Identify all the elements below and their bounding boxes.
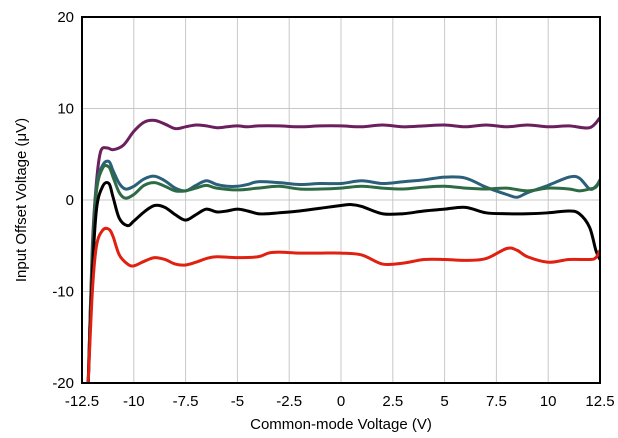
y-tick-label: -20 [52, 375, 74, 392]
x-tick-label: 5 [440, 393, 448, 410]
x-tick-label: -10 [123, 393, 145, 410]
x-tick-label: -7.5 [173, 393, 199, 410]
series-line-2 [86, 159, 600, 383]
series-line-5 [86, 226, 600, 383]
series-line-3 [86, 163, 600, 383]
x-tick-label: -12.5 [65, 393, 99, 410]
y-axis-label: Input Offset Voltage (μV) [13, 118, 30, 282]
y-tick-label: 10 [57, 101, 74, 118]
y-tick-label: -10 [52, 284, 74, 301]
series-line-1 [86, 116, 600, 383]
x-tick-label: 2.5 [382, 393, 403, 410]
series-lines [86, 116, 600, 383]
x-tick-label: 7.5 [486, 393, 507, 410]
x-tick-label: 12.5 [585, 393, 614, 410]
x-tick-label: 10 [540, 393, 557, 410]
tick-labels: -12.5 -10 -7.5 -5 -2.5 0 2.5 5 7.5 10 12.5 -20 -10 0 1… [52, 9, 614, 410]
x-tick-label: -2.5 [276, 393, 302, 410]
x-tick-label: 0 [337, 393, 345, 410]
y-tick-label: 20 [57, 9, 74, 26]
y-tick-label: 0 [66, 192, 74, 209]
series-line-4 [86, 180, 600, 383]
x-axis-label: Common-mode Voltage (V) [250, 416, 432, 433]
grid [82, 17, 600, 383]
x-tick-label: -5 [231, 393, 244, 410]
plot-frame [81, 16, 601, 384]
